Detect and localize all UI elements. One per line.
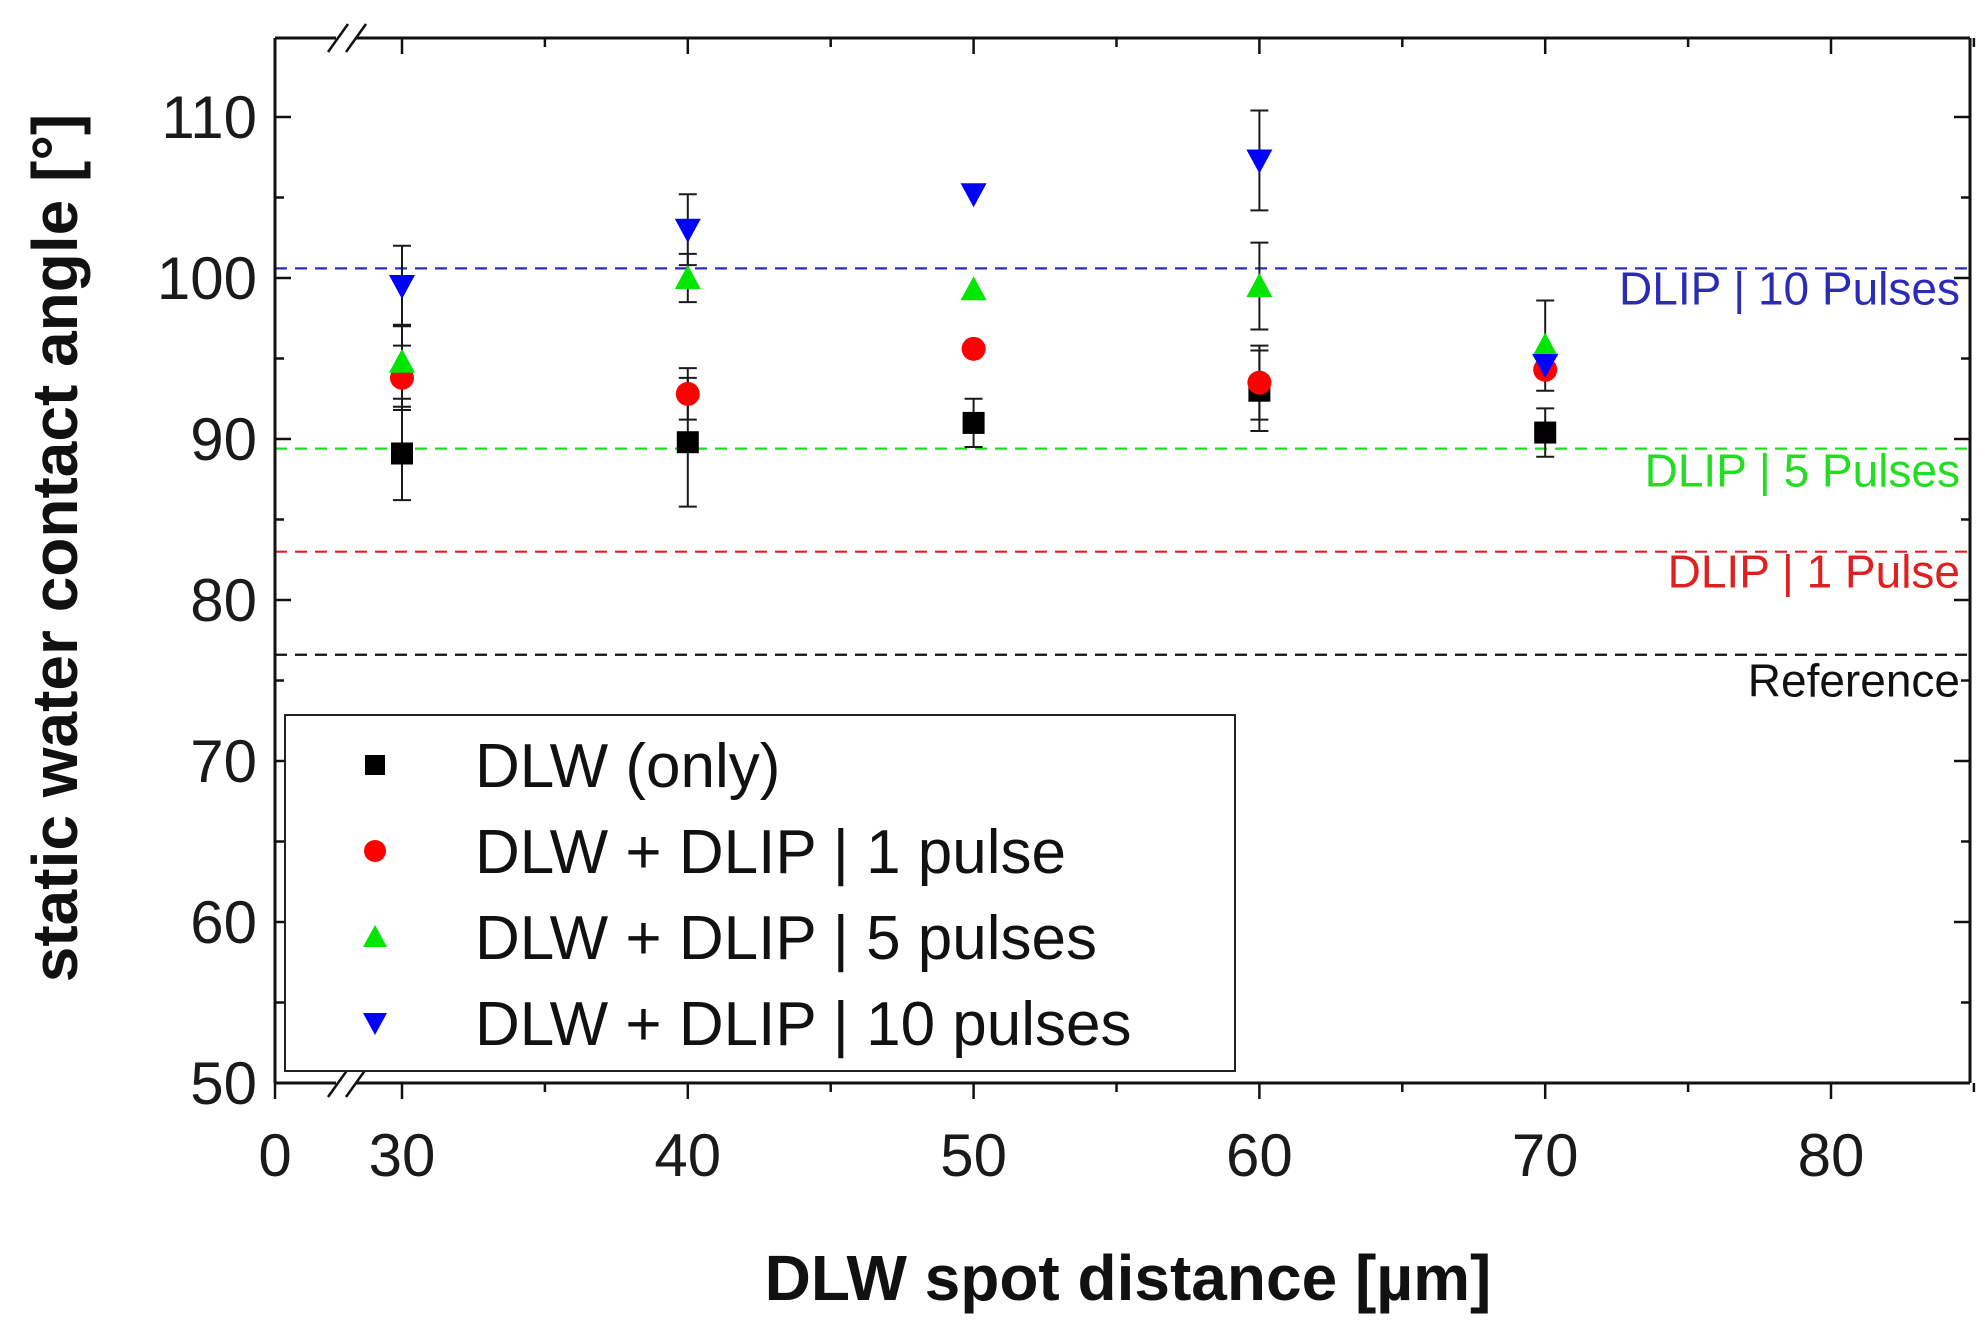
legend-label: DLW + DLIP | 10 pulses: [475, 990, 1132, 1059]
y-tick-label: 100: [157, 245, 257, 312]
x-axis-break: [344, 1068, 368, 1098]
data-point: [1532, 332, 1559, 357]
y-axis-title: static water contact angle [°]: [19, 114, 91, 982]
reference-label: Reference: [1748, 655, 1960, 707]
x-tick-label: 70: [1512, 1122, 1579, 1189]
x-axis-break: [326, 1068, 350, 1098]
data-point: [675, 381, 700, 406]
data-point: [960, 276, 987, 301]
data-points: [389, 149, 1559, 465]
data-point: [1246, 149, 1273, 174]
data-point: [391, 442, 413, 465]
data-point: [389, 275, 415, 300]
top-axis-break: [344, 23, 368, 53]
reference-label: DLIP | 1 Pulse: [1668, 546, 1960, 598]
x-tick-label: 40: [654, 1122, 721, 1189]
reference-label: DLIP | 10 Pulses: [1619, 262, 1960, 314]
data-point: [674, 265, 701, 289]
plot-frame: [273, 23, 1972, 1098]
legend-label: DLW + DLIP | 1 pulse: [475, 818, 1066, 887]
reference-label: DLIP | 5 Pulses: [1645, 445, 1960, 497]
y-tick-label: 110: [161, 84, 257, 151]
legend-box: [284, 714, 1236, 1072]
y-tick-label: 80: [190, 567, 257, 634]
x-tick-label: 50: [940, 1122, 1007, 1189]
data-point: [961, 336, 986, 361]
data-point: [1246, 273, 1273, 298]
x-tick-label: 80: [1798, 1122, 1865, 1189]
data-point: [960, 183, 987, 208]
data-point: [676, 431, 699, 454]
legend-marker: [364, 840, 386, 862]
x-axis-title: DLW spot distance [µm]: [765, 1242, 1492, 1314]
y-tick-label: 90: [190, 406, 257, 473]
data-point: [1534, 421, 1557, 444]
legend-marker: [363, 925, 387, 947]
x-tick-label: 60: [1226, 1122, 1293, 1189]
top-axis-break: [326, 23, 350, 53]
legend-label: DLW (only): [475, 732, 780, 801]
x-tick-label: 30: [369, 1122, 436, 1189]
x-tick-label: 0: [258, 1122, 291, 1189]
legend-label: DLW + DLIP | 5 pulses: [475, 904, 1097, 973]
y-tick-label: 70: [190, 728, 257, 795]
data-point: [674, 218, 701, 243]
legend-marker: [363, 1013, 387, 1035]
legend-marker: [365, 755, 385, 775]
error-bars: [393, 109, 1555, 508]
data-point: [1532, 353, 1559, 378]
y-tick-label: 60: [190, 889, 257, 956]
data-point: [962, 411, 985, 434]
data-point: [389, 348, 415, 373]
reference-lines: DLIP | 10 Pulses DLIP | 5 Pulses DLIP | 1 …: [275, 262, 1970, 707]
axis-ticks: 50 60 70 80 90 100 110 0 30 40 50 60 70 80: [157, 38, 1976, 1189]
legend: DLW (only) DLW + DLIP | 1 pulse DLW + DLIP…: [284, 714, 1236, 1072]
y-tick-label: 50: [190, 1050, 257, 1117]
data-point: [1247, 370, 1272, 395]
